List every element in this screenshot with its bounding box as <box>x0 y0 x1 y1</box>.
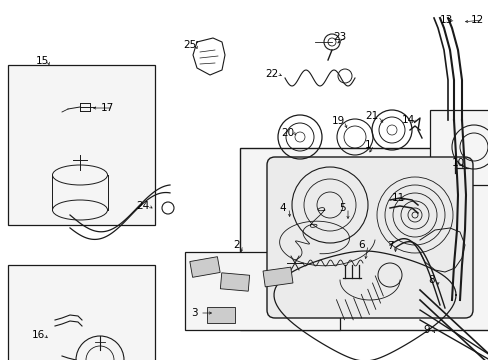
Text: 14: 14 <box>401 115 414 125</box>
Text: 6: 6 <box>358 240 365 250</box>
Text: 19: 19 <box>331 116 344 126</box>
Text: 4: 4 <box>279 203 286 213</box>
Text: 2: 2 <box>233 240 240 250</box>
Text: 16: 16 <box>31 330 44 340</box>
Bar <box>184 252 339 330</box>
Text: 12: 12 <box>469 15 483 25</box>
Text: 5: 5 <box>338 203 345 213</box>
Text: 25: 25 <box>183 40 196 50</box>
Text: 17: 17 <box>100 103 113 113</box>
Text: 1: 1 <box>364 140 370 150</box>
Text: 24: 24 <box>136 201 149 211</box>
Bar <box>8 65 155 225</box>
Bar <box>206 307 235 323</box>
Text: 3: 3 <box>190 308 197 318</box>
Text: 21: 21 <box>365 111 378 121</box>
Bar <box>263 267 292 287</box>
Text: 20: 20 <box>281 128 294 138</box>
Text: 8: 8 <box>428 275 434 285</box>
Text: 22: 22 <box>265 69 278 79</box>
Text: 10: 10 <box>450 158 464 168</box>
Bar <box>429 110 488 185</box>
Text: 23: 23 <box>333 32 346 42</box>
Text: 13: 13 <box>439 15 452 25</box>
Bar <box>240 148 488 330</box>
Text: 15: 15 <box>35 56 48 66</box>
Bar <box>8 265 155 360</box>
Bar <box>220 273 249 291</box>
Text: 9: 9 <box>423 325 429 335</box>
Text: 7: 7 <box>386 241 392 251</box>
FancyBboxPatch shape <box>266 157 472 318</box>
Text: 11: 11 <box>390 193 404 203</box>
Bar <box>189 257 220 277</box>
